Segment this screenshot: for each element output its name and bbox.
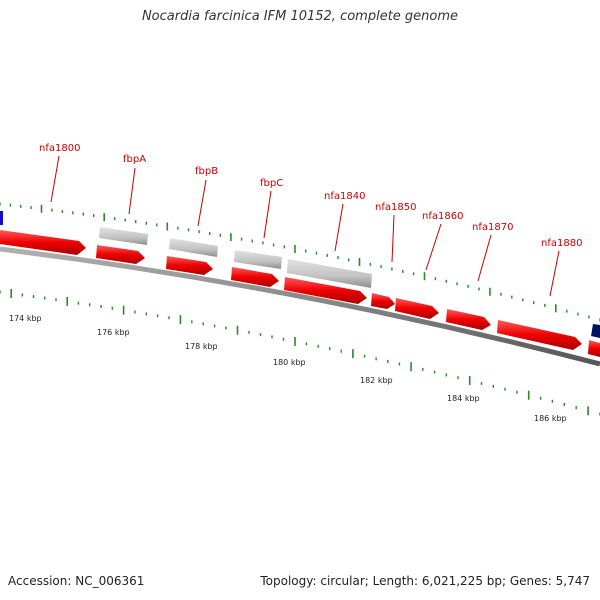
cds-arrow (371, 293, 395, 309)
lower-tick-ruler (0, 289, 600, 416)
feature-gray-2 (169, 238, 218, 257)
cds-arrow (284, 277, 367, 304)
leader-line (50, 155, 60, 203)
leader-line (391, 214, 395, 263)
leader-line (128, 167, 136, 215)
cds-arrow (96, 245, 145, 264)
genome-backbone (0, 246, 600, 367)
kbp-label-180: 180 kbp (273, 358, 306, 367)
gene-label-nfa1800: nfa1800 (39, 143, 80, 154)
leader-line (197, 179, 207, 227)
gene-label-nfa1840: nfa1840 (324, 191, 365, 202)
cds-arrow (166, 256, 213, 275)
gene-label-nfa1870: nfa1870 (472, 222, 513, 233)
gene-label-nfa1850: nfa1850 (375, 202, 416, 213)
leader-line (425, 223, 442, 271)
cds-arrow (588, 340, 600, 357)
gene-label-fbpC: fbpC (260, 178, 283, 189)
genome-summary-text: Topology: circular; Length: 6,021,225 bp… (260, 574, 590, 588)
kbp-label-186: 186 kbp (534, 414, 567, 423)
accession-text: Accession: NC_006361 (8, 574, 145, 588)
cds-arrow (497, 320, 582, 350)
gene-label-fbpA: fbpA (123, 154, 146, 165)
kbp-label-174: 174 kbp (9, 314, 42, 323)
feature-navy-right (591, 324, 600, 338)
kbp-label-182: 182 kbp (360, 376, 393, 385)
kbp-label-178: 178 kbp (185, 342, 218, 351)
leader-line (263, 190, 272, 239)
upper-tick-ruler (0, 202, 600, 322)
gene-label-nfa1880: nfa1880 (541, 238, 582, 249)
gene-label-fbpB: fbpB (195, 166, 218, 177)
leader-line (549, 250, 560, 297)
feature-gray-4 (287, 259, 372, 288)
feature-gray-1 (99, 227, 148, 245)
leader-line (477, 234, 492, 282)
cds-arrow (0, 230, 86, 255)
genome-title: Nocardia farcinica IFM 10152, complete g… (141, 9, 459, 24)
leader-line (334, 203, 344, 252)
feature-gray-3 (234, 250, 282, 269)
cds-arrow (446, 309, 491, 330)
cds-arrow (231, 267, 279, 287)
kbp-label-184: 184 kbp (447, 394, 480, 403)
cds-arrow (395, 298, 439, 319)
kbp-label-176: 176 kbp (97, 328, 130, 337)
gene-label-nfa1860: nfa1860 (422, 211, 463, 222)
feature-blue-left (0, 211, 3, 225)
